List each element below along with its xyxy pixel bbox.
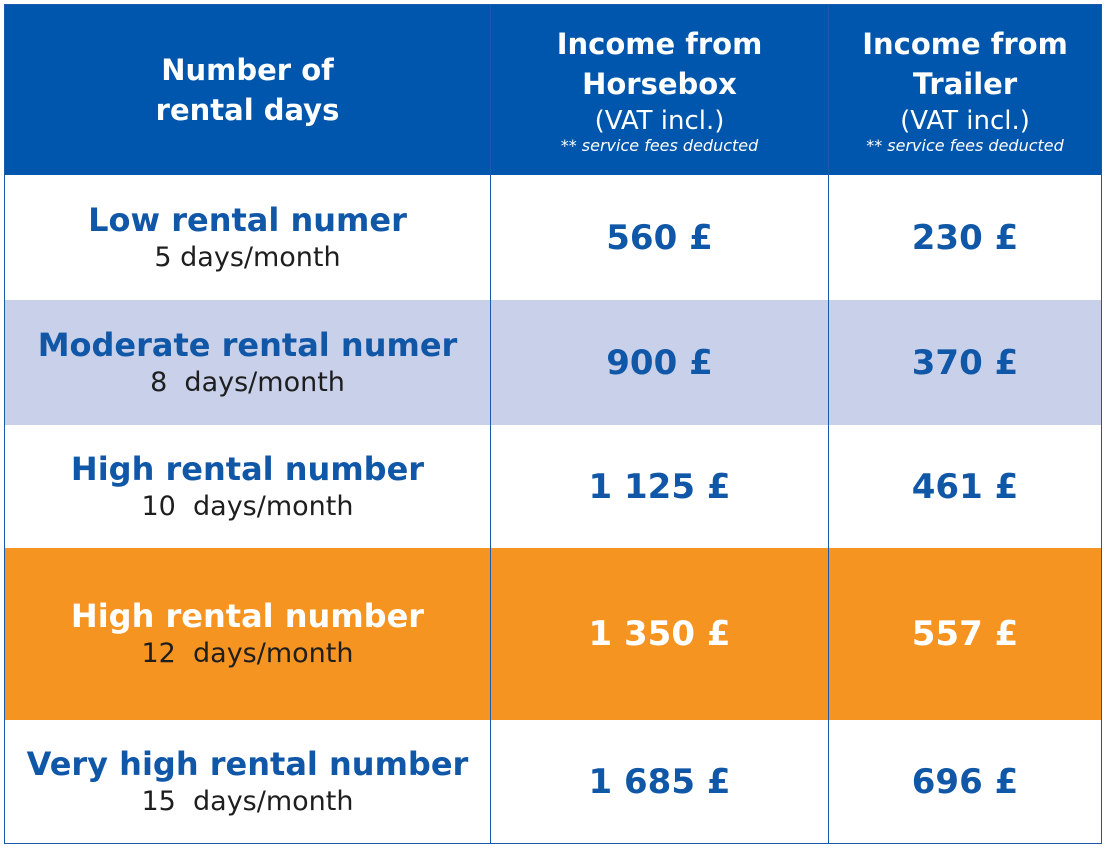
horsebox-income-value: 1 685 £ (588, 761, 731, 802)
row-low-horsebox-cell: 560 £ (491, 175, 829, 300)
header-horsebox-line2: Horsebox (582, 67, 737, 101)
header-trailer-line2: Trailer (912, 67, 1018, 101)
row-high-10-label-cell: High rental number 10 days/month (5, 425, 491, 548)
header-trailer-vat: (VAT incl.) (900, 106, 1030, 136)
row-very-high-trailer-cell: 696 £ (829, 720, 1101, 843)
horsebox-income-value: 1 350 £ (588, 614, 731, 654)
row-high-12-trailer-cell: 557 £ (829, 548, 1101, 720)
header-horsebox-line1: Income from (556, 27, 763, 61)
rental-income-table: Number of rental days Income from Horseb… (4, 4, 1102, 844)
row-high-10-horsebox-cell: 1 125 £ (491, 425, 829, 548)
row-very-high-horsebox-cell: 1 685 £ (491, 720, 829, 843)
horsebox-income-value: 900 £ (606, 342, 713, 383)
row-days: 10 days/month (141, 490, 354, 522)
header-rental-days: Number of rental days (5, 5, 491, 175)
horsebox-income-value: 560 £ (606, 217, 713, 258)
header-trailer-line1: Income from (862, 27, 1068, 61)
row-moderate-label-cell: Moderate rental numer 8 days/month (5, 300, 491, 425)
trailer-income-value: 696 £ (911, 761, 1019, 802)
row-high-12-label-cell: High rental number 12 days/month (5, 548, 491, 720)
row-label: Moderate rental numer (37, 325, 458, 364)
row-high-12-horsebox-cell: 1 350 £ (491, 548, 829, 720)
row-very-high-label-cell: Very high rental number 15 days/month (5, 720, 491, 843)
row-low-trailer-cell: 230 £ (829, 175, 1101, 300)
trailer-income-value: 461 £ (911, 466, 1019, 507)
row-days: 5 days/month (154, 241, 341, 273)
header-horsebox-vat: (VAT incl.) (594, 106, 725, 136)
row-high-10-trailer-cell: 461 £ (829, 425, 1101, 548)
header-rental-days-line1: Number of (161, 53, 334, 87)
trailer-income-value: 370 £ (911, 342, 1019, 383)
row-days: 15 days/month (141, 785, 354, 817)
header-trailer-income: Income from Trailer (VAT incl.) ** servi… (829, 5, 1101, 175)
row-label: Low rental numer (88, 200, 407, 239)
row-moderate-horsebox-cell: 900 £ (491, 300, 829, 425)
header-trailer-note: ** service fees deducted (866, 136, 1064, 155)
trailer-income-value: 230 £ (911, 217, 1019, 258)
row-days: 8 days/month (150, 366, 345, 398)
row-label: Very high rental number (26, 744, 469, 783)
row-label: High rental number (70, 597, 425, 635)
row-label: High rental number (70, 449, 425, 488)
row-low-label-cell: Low rental numer 5 days/month (5, 175, 491, 300)
horsebox-income-value: 1 125 £ (588, 466, 731, 507)
header-horsebox-note: ** service fees deducted (560, 136, 759, 155)
row-moderate-trailer-cell: 370 £ (829, 300, 1101, 425)
header-rental-days-line2: rental days (155, 93, 340, 127)
trailer-income-value: 557 £ (911, 614, 1019, 654)
header-horsebox-income: Income from Horsebox (VAT incl.) ** serv… (491, 5, 829, 175)
row-days: 12 days/month (141, 638, 354, 669)
